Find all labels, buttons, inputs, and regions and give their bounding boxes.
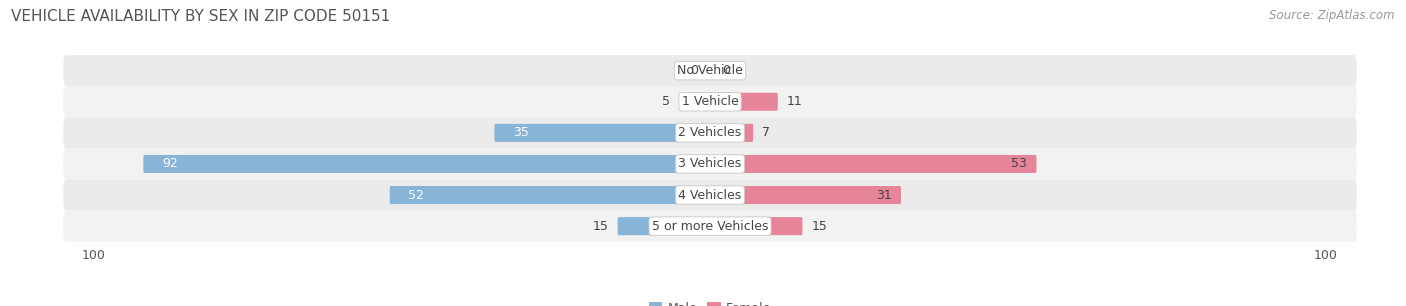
Text: 7: 7: [762, 126, 770, 139]
FancyBboxPatch shape: [710, 124, 754, 142]
Text: 5: 5: [662, 95, 671, 108]
FancyBboxPatch shape: [710, 186, 901, 204]
Text: 1 Vehicle: 1 Vehicle: [682, 95, 738, 108]
Text: 3 Vehicles: 3 Vehicles: [679, 158, 741, 170]
FancyBboxPatch shape: [63, 148, 1357, 180]
Text: 31: 31: [876, 188, 891, 202]
Text: 2 Vehicles: 2 Vehicles: [679, 126, 741, 139]
Text: VEHICLE AVAILABILITY BY SEX IN ZIP CODE 50151: VEHICLE AVAILABILITY BY SEX IN ZIP CODE …: [11, 9, 391, 24]
Text: 92: 92: [162, 158, 177, 170]
FancyBboxPatch shape: [143, 155, 710, 173]
Text: 4 Vehicles: 4 Vehicles: [679, 188, 741, 202]
Text: No Vehicle: No Vehicle: [678, 64, 742, 77]
FancyBboxPatch shape: [63, 55, 1357, 86]
Text: 15: 15: [592, 220, 609, 233]
FancyBboxPatch shape: [63, 211, 1357, 242]
Text: 35: 35: [513, 126, 529, 139]
FancyBboxPatch shape: [63, 180, 1357, 211]
Text: 11: 11: [787, 95, 803, 108]
Text: 53: 53: [1011, 158, 1028, 170]
FancyBboxPatch shape: [617, 217, 710, 235]
Text: 52: 52: [408, 188, 425, 202]
FancyBboxPatch shape: [63, 117, 1357, 148]
FancyBboxPatch shape: [389, 186, 710, 204]
FancyBboxPatch shape: [710, 155, 1036, 173]
Legend: Male, Female: Male, Female: [644, 297, 776, 306]
Text: Source: ZipAtlas.com: Source: ZipAtlas.com: [1270, 9, 1395, 22]
FancyBboxPatch shape: [679, 93, 710, 111]
Text: 5 or more Vehicles: 5 or more Vehicles: [652, 220, 768, 233]
Text: 0: 0: [723, 64, 730, 77]
FancyBboxPatch shape: [710, 217, 803, 235]
FancyBboxPatch shape: [495, 124, 710, 142]
FancyBboxPatch shape: [710, 93, 778, 111]
FancyBboxPatch shape: [63, 86, 1357, 117]
Text: 0: 0: [690, 64, 697, 77]
Text: 15: 15: [811, 220, 828, 233]
